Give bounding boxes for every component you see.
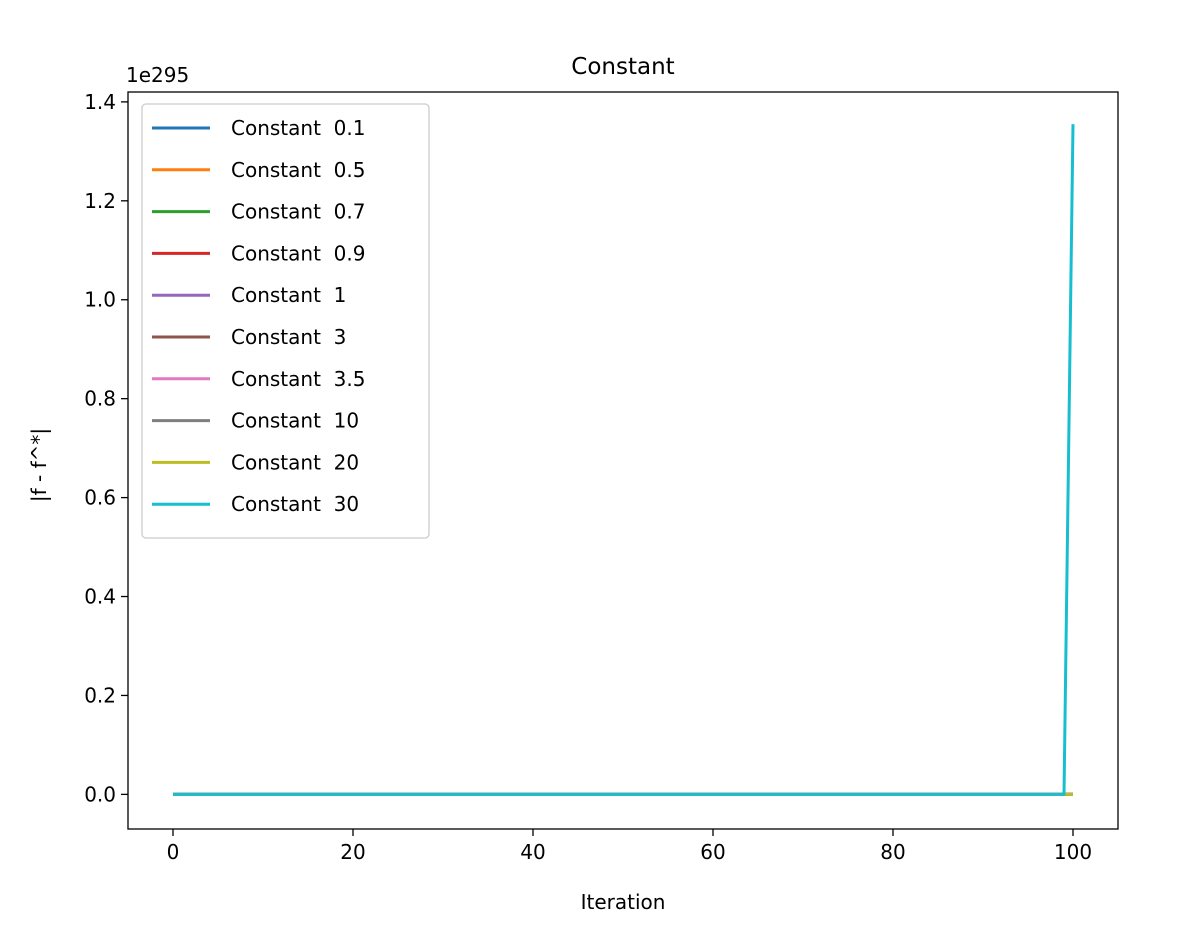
legend-label: Constant 3.5 xyxy=(231,367,365,391)
legend-label: Constant 30 xyxy=(231,492,359,516)
legend-box xyxy=(141,103,430,539)
series-line-9 xyxy=(173,124,1075,796)
y-ticks: 0.0 0.2 0.4 0.6 0.8 1.0 1.2 1.4 xyxy=(84,90,128,806)
y-offset-label: 1e295 xyxy=(126,63,189,87)
x-tick-label: 0 xyxy=(167,840,180,864)
y-tick-label: 0.8 xyxy=(84,387,116,411)
x-tick-label: 100 xyxy=(1054,840,1092,864)
y-tick-label: 1.0 xyxy=(84,288,116,312)
legend-label: Constant 10 xyxy=(231,409,359,433)
legend-label: Constant 1 xyxy=(231,283,346,307)
legend-label: Constant 0.1 xyxy=(231,116,365,140)
y-tick-label: 0.4 xyxy=(84,585,116,609)
x-tick-label: 40 xyxy=(520,840,545,864)
plot-frame xyxy=(127,91,1119,830)
x-ticks: 0 20 40 60 80 100 xyxy=(167,829,1092,864)
y-tick-label: 0.6 xyxy=(84,486,116,510)
x-tick-label: 80 xyxy=(880,840,905,864)
legend-label: Constant 3 xyxy=(231,325,346,349)
y-axis-label: |f - f^*| xyxy=(27,428,51,502)
legend-label: Constant 0.7 xyxy=(231,200,365,224)
x-tick-label: 60 xyxy=(700,840,725,864)
legend-label: Constant 20 xyxy=(231,450,359,474)
y-tick-label: 1.2 xyxy=(84,189,116,213)
legend-label: Constant 0.9 xyxy=(231,241,365,265)
x-axis-label: Iteration xyxy=(581,890,666,914)
y-tick-label: 0.2 xyxy=(84,683,116,707)
legend: Constant 0.1 Constant 0.5 Constant 0.7 Cons… xyxy=(141,103,430,539)
chart-title: Constant xyxy=(571,54,674,80)
x-tick-label: 20 xyxy=(340,840,365,864)
y-tick-label: 0.0 xyxy=(84,782,116,806)
y-tick-label: 1.4 xyxy=(84,90,116,114)
series-layer xyxy=(173,124,1075,796)
legend-label: Constant 0.5 xyxy=(231,158,365,182)
